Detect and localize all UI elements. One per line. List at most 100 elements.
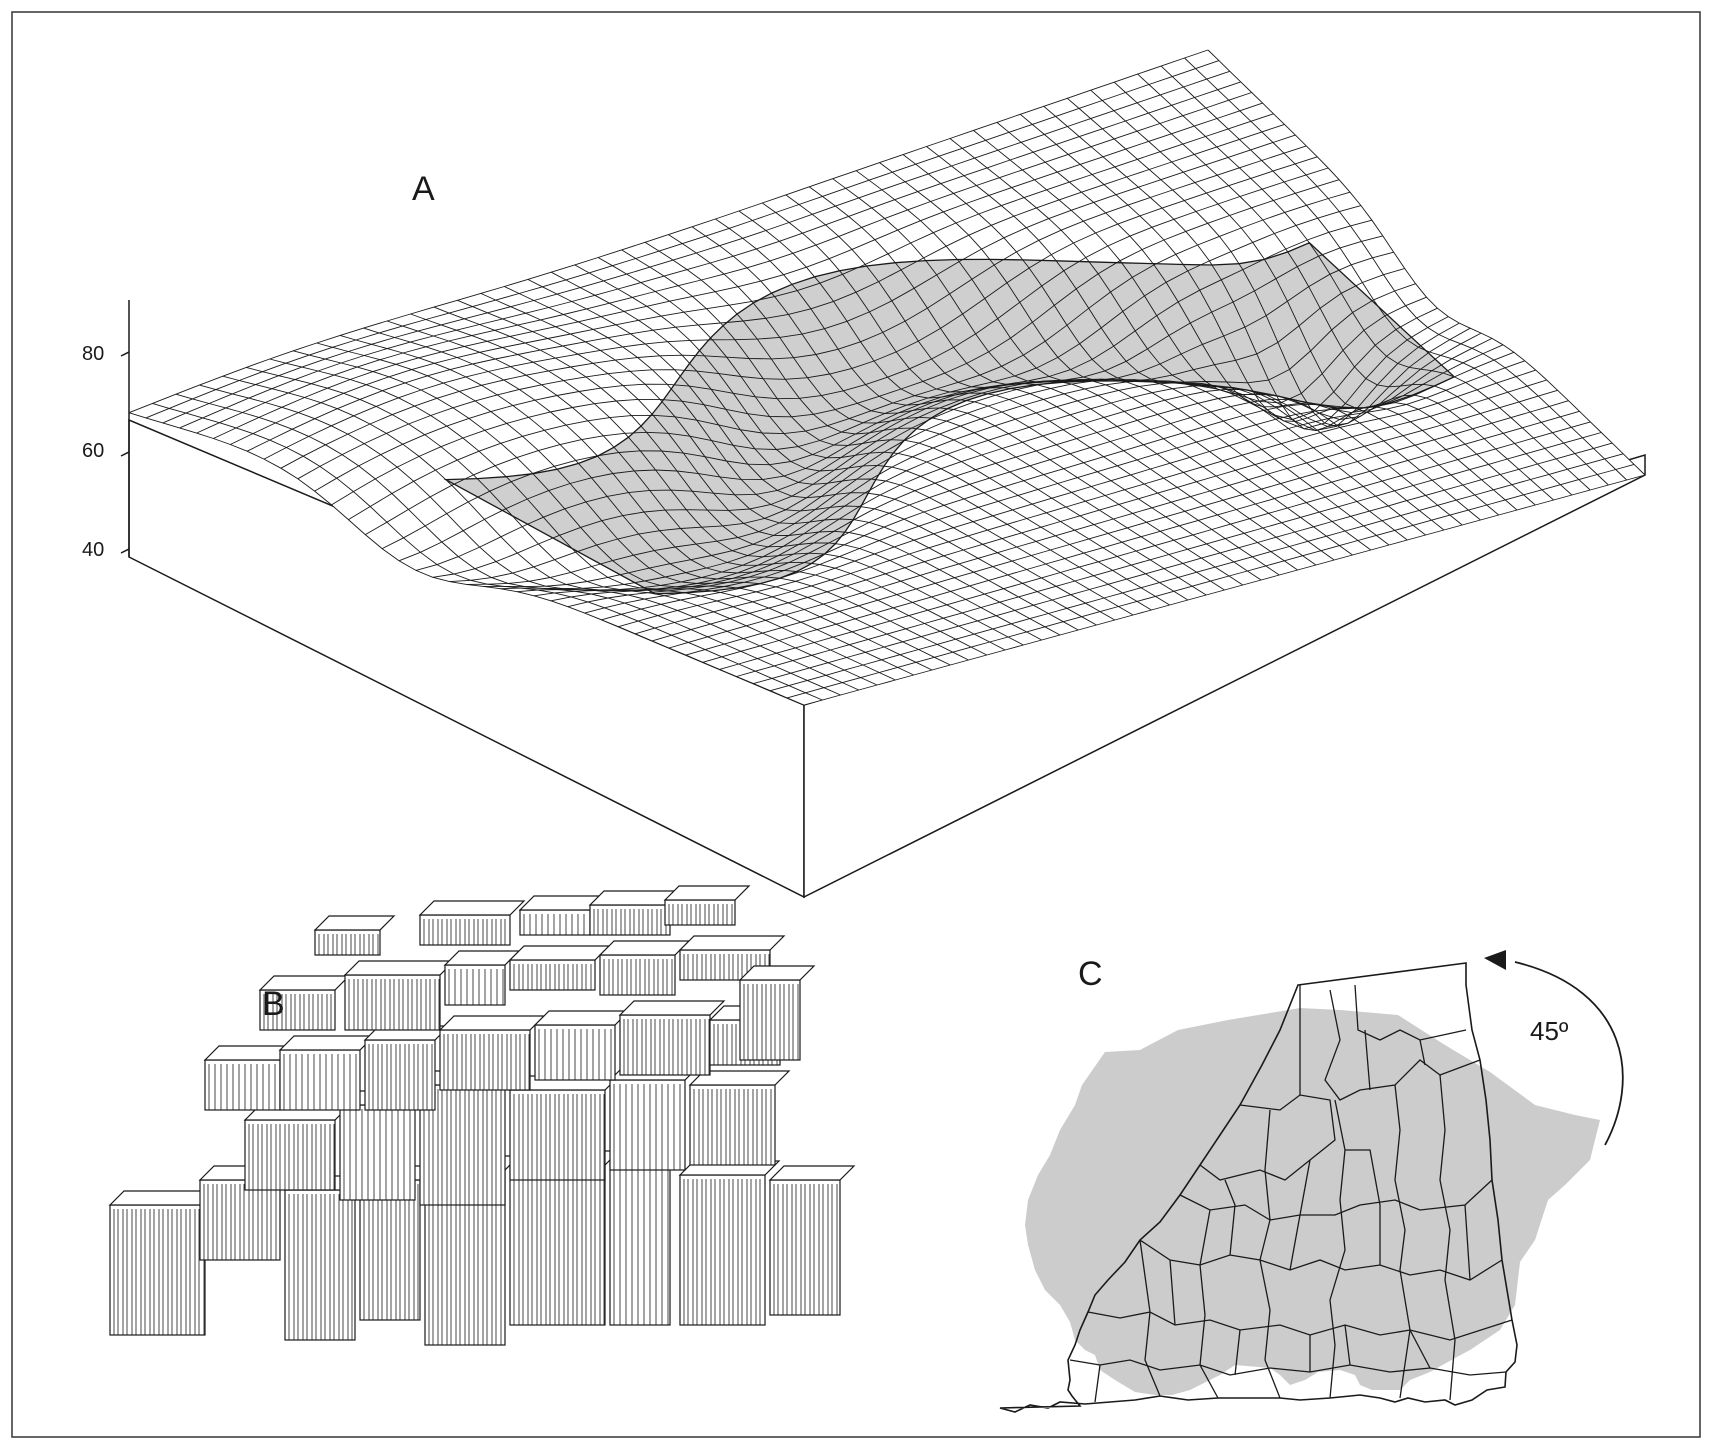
prism-side bbox=[609, 1159, 671, 1326]
z-tick-label-80: 80 bbox=[82, 343, 104, 365]
panel-c: 45º C bbox=[999, 950, 1624, 1413]
prism-map bbox=[108, 885, 856, 1346]
mesh-col-line bbox=[1020, 113, 1499, 516]
mesh-col-line bbox=[949, 138, 1445, 531]
mesh-col-line bbox=[1090, 89, 1554, 501]
prism-side bbox=[739, 979, 801, 1061]
prism-side bbox=[599, 954, 676, 996]
prism-top bbox=[418, 900, 526, 916]
mesh-col-line bbox=[1160, 65, 1609, 486]
panel-b: B bbox=[108, 885, 856, 1346]
prism-side bbox=[314, 929, 381, 956]
prism-top bbox=[508, 945, 611, 961]
prism-side bbox=[109, 1204, 206, 1336]
surface-mesh bbox=[128, 49, 1646, 706]
z-axis-tick-40 bbox=[120, 548, 130, 554]
prism-side bbox=[509, 959, 596, 991]
prism-side bbox=[259, 989, 336, 1031]
prism-side bbox=[609, 1079, 686, 1171]
prism-side bbox=[619, 1014, 711, 1076]
mesh-col-line bbox=[621, 249, 1189, 601]
rotated-overlay-shape bbox=[1025, 1008, 1600, 1395]
prism-side bbox=[204, 1059, 281, 1111]
z-tick-label-40: 40 bbox=[82, 539, 104, 561]
mesh-col-line bbox=[785, 194, 1317, 566]
prism-side bbox=[509, 1089, 606, 1181]
prism-top bbox=[738, 965, 816, 981]
mesh-col-line bbox=[550, 271, 1134, 616]
mesh-col-line bbox=[902, 154, 1408, 541]
mesh-col-line bbox=[926, 146, 1426, 536]
mesh-col-line bbox=[668, 234, 1225, 591]
mesh-col-line bbox=[1137, 73, 1591, 491]
prism-side bbox=[244, 1119, 336, 1191]
mesh-col-line bbox=[246, 366, 896, 681]
prism-top bbox=[443, 950, 521, 966]
mesh-col-line bbox=[832, 178, 1353, 556]
mesh-col-line bbox=[199, 384, 859, 691]
panel-a: 80 60 40 A bbox=[82, 49, 1646, 899]
mesh-col-line bbox=[574, 264, 1152, 611]
county-boundaries bbox=[1069, 984, 1513, 1403]
mesh-col-line bbox=[762, 202, 1298, 571]
prism-side bbox=[439, 1029, 531, 1091]
prism-side bbox=[284, 1189, 356, 1341]
prism-top bbox=[663, 885, 751, 901]
mesh-col-line bbox=[597, 257, 1170, 606]
mesh-col-line bbox=[1207, 49, 1646, 476]
z-axis-tick-80 bbox=[120, 351, 130, 357]
curved-arrow-icon bbox=[1514, 961, 1624, 1146]
mesh-col-line bbox=[316, 342, 951, 666]
prism-top bbox=[688, 1070, 791, 1086]
prism-top bbox=[678, 935, 786, 951]
prism-side bbox=[689, 1084, 776, 1166]
mesh-col-line bbox=[504, 286, 1097, 626]
panel-a-label: A bbox=[412, 170, 435, 208]
prism-side bbox=[359, 1179, 421, 1321]
prism-top bbox=[533, 1010, 631, 1026]
mesh-col-line bbox=[386, 320, 1006, 651]
mesh-col-line bbox=[128, 412, 805, 706]
mesh-col-line bbox=[480, 292, 1079, 631]
figure-border bbox=[11, 11, 1701, 1438]
prism-top bbox=[768, 1165, 856, 1181]
mesh-col-line bbox=[1184, 57, 1628, 481]
mesh-col-line bbox=[339, 334, 969, 661]
mesh-col-line bbox=[973, 130, 1463, 526]
panel-b-label: B bbox=[262, 985, 285, 1023]
prism-side bbox=[444, 964, 506, 1006]
prism-top bbox=[618, 1000, 726, 1016]
mesh-col-line bbox=[527, 278, 1116, 621]
map-outline bbox=[999, 962, 1518, 1413]
mesh-col-line bbox=[410, 313, 1024, 646]
rotation-angle-label: 45º bbox=[1530, 1016, 1569, 1046]
mesh-col-line bbox=[433, 306, 1042, 641]
prism-top bbox=[313, 915, 396, 931]
prism-side bbox=[509, 1164, 606, 1326]
mesh-col-line bbox=[363, 327, 988, 656]
prism-top bbox=[278, 1035, 376, 1051]
block-right-face bbox=[803, 453, 1646, 899]
prism-side bbox=[519, 909, 591, 936]
mesh-col-line bbox=[808, 186, 1335, 561]
z-axis-tick-60 bbox=[120, 451, 130, 457]
prism-top bbox=[598, 940, 691, 956]
mesh-col-line bbox=[222, 375, 878, 686]
mesh-col-line bbox=[1113, 81, 1573, 496]
mesh-col-line bbox=[691, 226, 1244, 586]
mesh-col-line bbox=[293, 350, 933, 671]
mesh-col-line bbox=[996, 122, 1481, 521]
mesh-col-line bbox=[457, 299, 1061, 636]
prism-top bbox=[438, 1015, 546, 1031]
prism-top bbox=[343, 960, 456, 976]
panel-c-label: C bbox=[1078, 955, 1103, 993]
prism-side bbox=[344, 974, 441, 1031]
mesh-col-line bbox=[1043, 105, 1518, 511]
mesh-col-line bbox=[152, 402, 823, 701]
mesh-col-line bbox=[715, 218, 1262, 581]
mesh-col-line bbox=[855, 170, 1372, 551]
mesh-col-line bbox=[1067, 97, 1536, 506]
mesh-col-line bbox=[644, 241, 1207, 596]
mesh-col-line bbox=[269, 358, 914, 676]
